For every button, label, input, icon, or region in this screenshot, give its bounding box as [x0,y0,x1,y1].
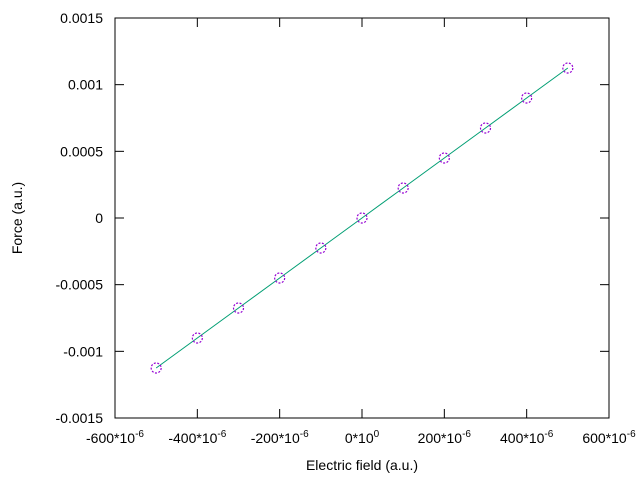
y-tick-label: 0 [95,210,103,226]
data-point [315,242,327,254]
y-tick-label: -0.001 [63,343,103,359]
data-point [232,302,245,314]
data-point [356,212,368,224]
x-tick-label: 200*10-6 [418,429,472,446]
data-point [397,182,409,194]
data-point [479,122,492,134]
x-tick-label-exponent: -6 [135,429,144,440]
data-point [150,362,162,374]
x-tick-label-exponent: -6 [300,429,309,440]
x-axis-label: Electric field (a.u.) [306,457,418,473]
data-point [274,272,286,284]
x-tick-label-base: 0*10 [345,430,374,446]
y-tick-label: -0.0005 [56,277,104,293]
x-tick-label: 0*100 [345,429,380,446]
x-tick-label: 400*10-6 [500,429,554,446]
data-point [438,152,450,164]
x-tick-label-base: 600*10 [582,430,627,446]
x-tick-label-exponent: -6 [544,429,553,440]
x-tick-label-exponent: -6 [627,429,636,440]
data-line [155,67,569,369]
x-tick-label-base: -200*10 [251,430,300,446]
x-tick-label-exponent: 0 [374,429,380,440]
y-tick-label: 0.0005 [60,143,103,159]
x-tick-label-base: 400*10 [500,430,545,446]
y-tick-label: 0.001 [68,77,103,93]
data-point [191,332,203,344]
x-tick-label: -400*10-6 [168,429,226,446]
x-tick-label-exponent: -6 [462,429,471,440]
data-point [562,62,574,74]
y-tick-label: -0.0015 [56,410,104,426]
x-tick-label-base: -600*10 [86,430,135,446]
data-point [521,92,533,104]
x-tick-label: 600*10-6 [582,429,636,446]
x-tick-label: -200*10-6 [251,429,309,446]
x-tick-label: -600*10-6 [86,429,144,446]
y-axis-label: Force (a.u.) [9,182,25,254]
x-tick-label-base: -400*10 [168,430,217,446]
x-tick-label-exponent: -6 [217,429,226,440]
x-tick-label-base: 200*10 [418,430,463,446]
y-tick-label: 0.0015 [60,10,103,26]
